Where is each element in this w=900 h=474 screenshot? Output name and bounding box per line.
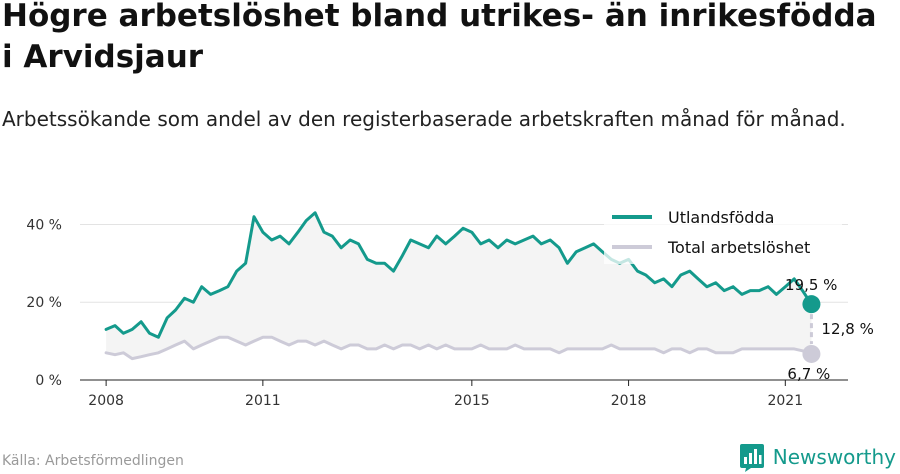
x-tick-label: 2015 [454, 393, 490, 409]
legend-label: Utlandsfödda [668, 208, 774, 227]
gap-area [106, 212, 812, 359]
source-note: Källa: Arbetsförmedlingen [2, 453, 184, 469]
annotations: 19,5 % 12,8 % 6,7 % [785, 276, 874, 383]
y-tick-label: 0 % [35, 373, 62, 389]
series-line-total [104, 335, 813, 361]
y-tick-label: 40 % [26, 217, 62, 233]
newsworthy-logo-icon [739, 444, 764, 472]
chart-subtitle: Arbetssökande som andel av den registerb… [2, 107, 846, 131]
x-tick-label: 2011 [245, 393, 281, 409]
brand-name: Newsworthy [772, 445, 896, 469]
brand-logo[interactable]: Newsworthy [739, 441, 896, 473]
data-label-utlandsfodda: 19,5 % [785, 276, 837, 294]
x-tick-label: 2008 [88, 393, 124, 409]
end-marker-total [802, 344, 821, 363]
x-tick-label: 2021 [767, 393, 803, 409]
legend: Utlandsfödda Total arbetslöshet [604, 202, 842, 264]
data-label-total: 6,7 % [787, 365, 830, 383]
x-tick-label: 2018 [611, 393, 647, 409]
y-tick-label: 20 % [26, 295, 62, 311]
legend-label: Total arbetslöshet [667, 238, 810, 257]
series-line-utlandsfodda [104, 211, 813, 339]
x-axis: 2008 2011 2015 2018 2021 [80, 379, 848, 409]
legend-background [604, 202, 842, 264]
y-axis: 0 % 20 % 40 % [26, 217, 62, 389]
chart-title: Högre arbetslöshet bland utrikes- än inr… [2, 0, 877, 75]
line-chart: 0 % 20 % 40 % 2008 2011 2015 2018 2021 Utlands… [26, 202, 874, 409]
end-marker-utlandsfodda [802, 295, 821, 314]
data-label-gap: 12,8 % [821, 320, 873, 338]
